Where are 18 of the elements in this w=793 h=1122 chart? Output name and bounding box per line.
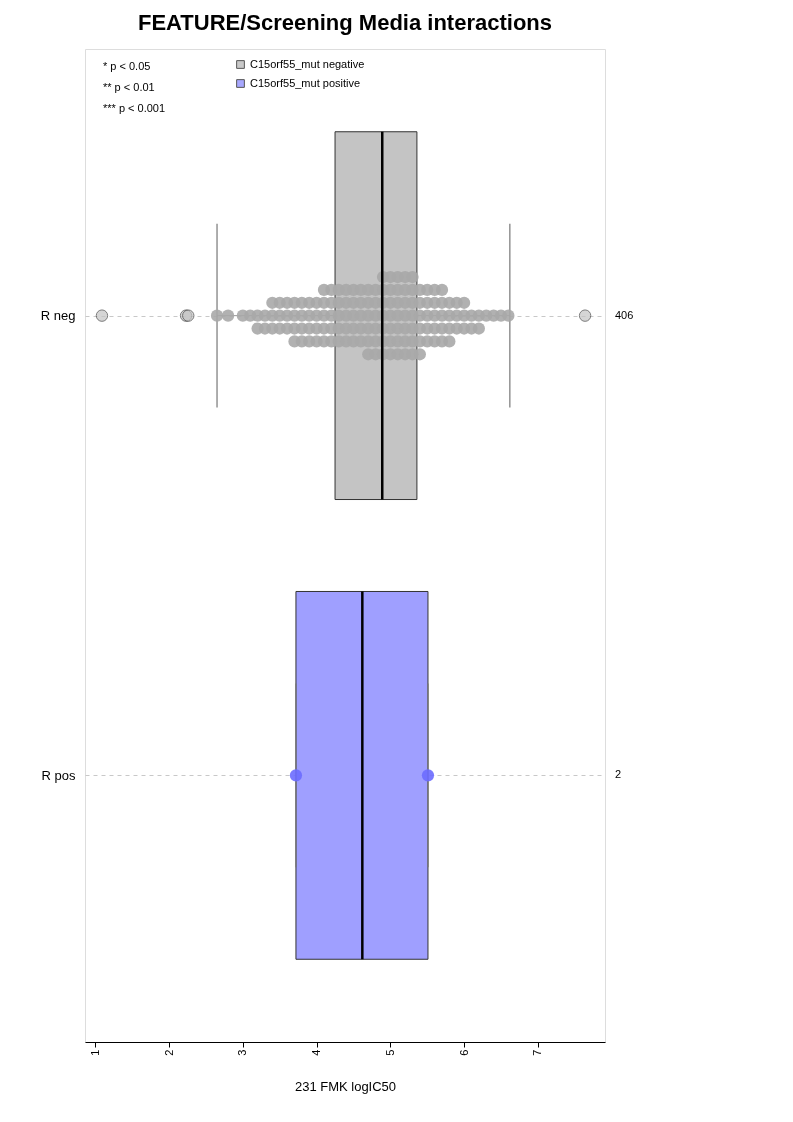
chart-title: FEATURE/Screening Media interactions [137,10,553,35]
x-tick-label: 1 [88,1049,101,1056]
annotation: *** p < 0.001 [103,102,166,114]
legend-label: C15orf55_mut negative [250,57,365,70]
x-tick-label: 7 [531,1049,544,1056]
y-tick-label: R pos [41,767,76,783]
x-tick-label: 5 [383,1049,396,1056]
y2-tick-label: 406 [615,308,634,321]
y2-tick-label: 2 [615,768,622,781]
x-tick-label: 4 [310,1049,323,1056]
x-axis-title: 231 FMK logIC50 [294,1078,397,1094]
x-tick-label: 3 [236,1049,249,1056]
y-tick-label: R neg [40,308,76,324]
x-tick-label: 2 [162,1049,175,1056]
legend-label: C15orf55_mut positive [250,76,361,89]
annotation: * p < 0.05 [103,60,151,72]
annotation: ** p < 0.01 [103,81,155,93]
x-tick-label: 6 [457,1049,470,1056]
